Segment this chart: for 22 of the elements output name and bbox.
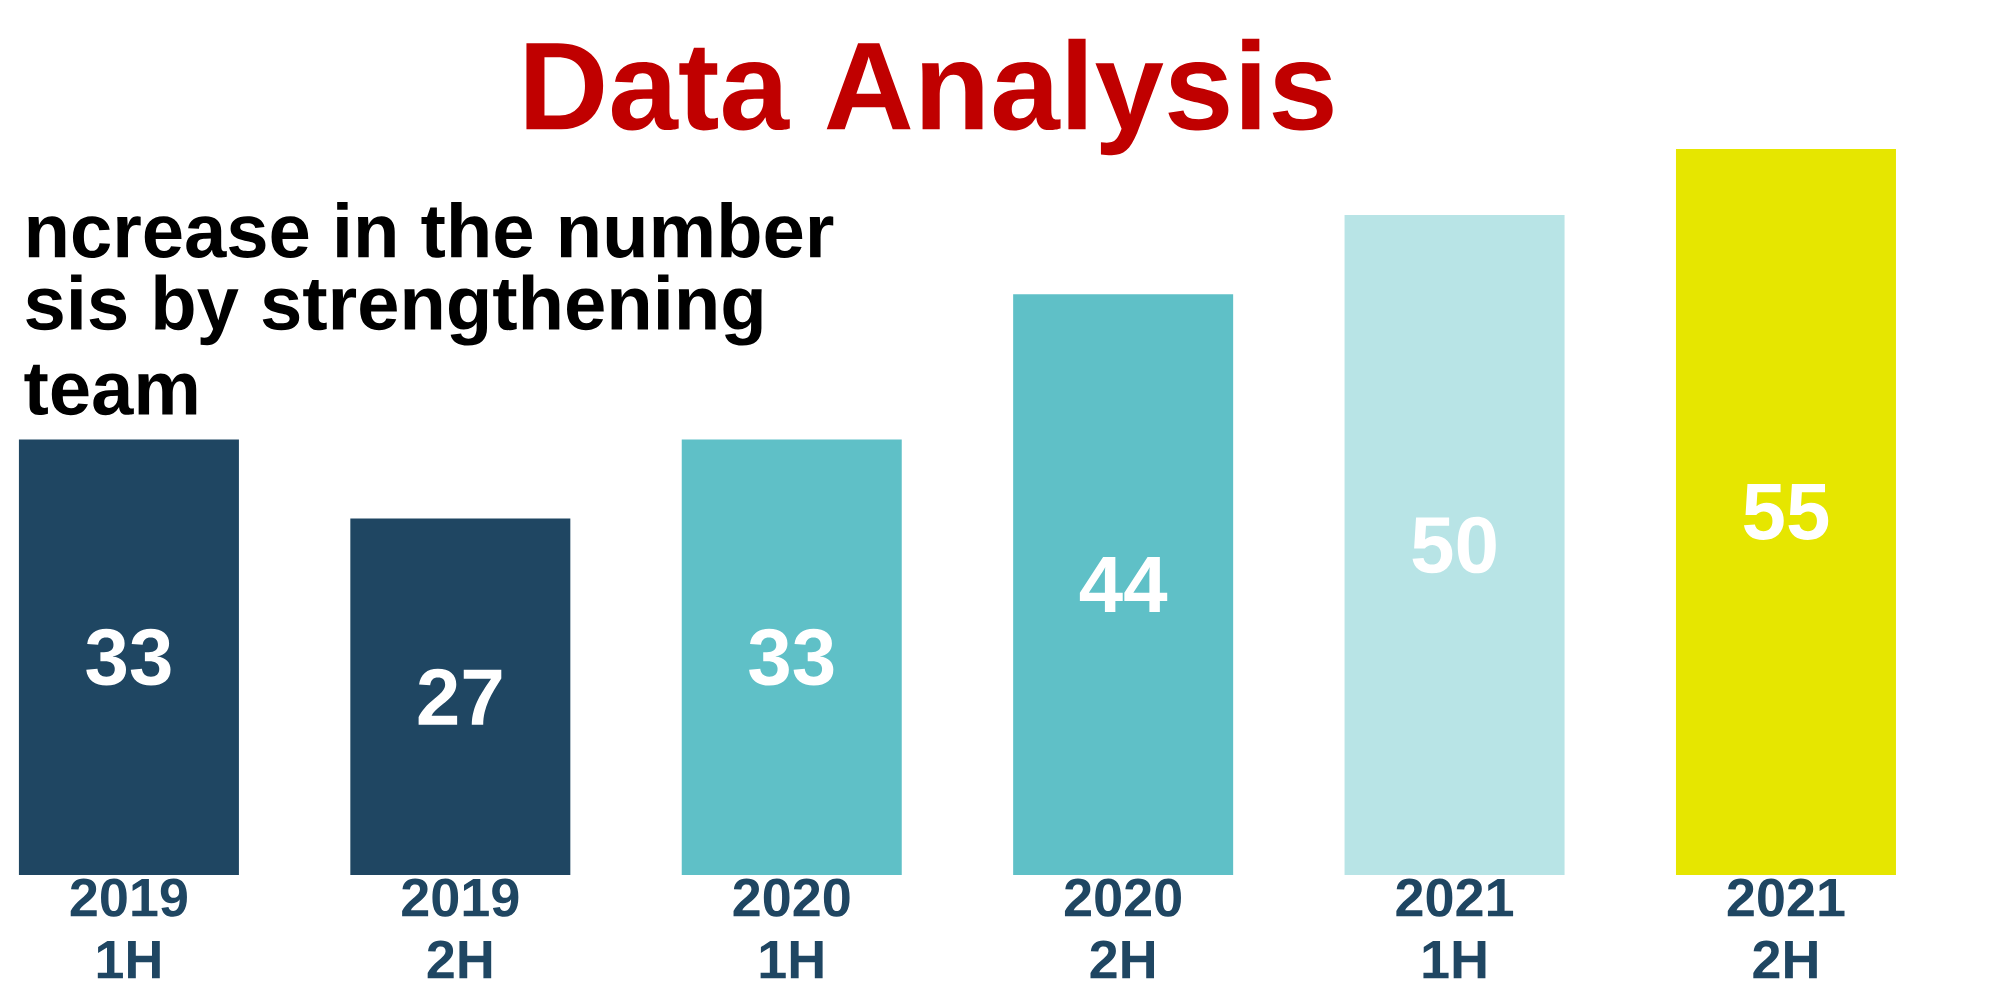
x-tick-label: 2020 1H <box>733 878 850 979</box>
annotation: ncrease in the number <box>28 202 834 258</box>
bar <box>350 518 571 875</box>
x-tick-label: 2019 2H <box>402 878 519 979</box>
data-label: 55 <box>1743 484 1829 540</box>
data-label: 27 <box>418 668 502 725</box>
bar <box>681 439 902 875</box>
bar <box>1344 214 1565 875</box>
bar <box>1675 148 1896 875</box>
x-tick-label: 2020 2H <box>1064 878 1181 979</box>
bar <box>18 439 239 875</box>
annotation: team <box>24 364 197 416</box>
bar <box>1013 294 1234 875</box>
x-tick-label: 2019 1H <box>70 878 187 979</box>
data-label: 33 <box>86 628 171 686</box>
data-label: 33 <box>749 628 834 686</box>
x-tick-label: 2021 2H <box>1727 878 1845 979</box>
x-tick-label: 2021 1H <box>1396 878 1514 979</box>
chart-title: Data Analysis <box>526 38 1333 156</box>
annotation: sis by strengthening <box>26 274 762 346</box>
data-label: 50 <box>1412 516 1496 574</box>
data-label: 44 <box>1079 557 1168 613</box>
